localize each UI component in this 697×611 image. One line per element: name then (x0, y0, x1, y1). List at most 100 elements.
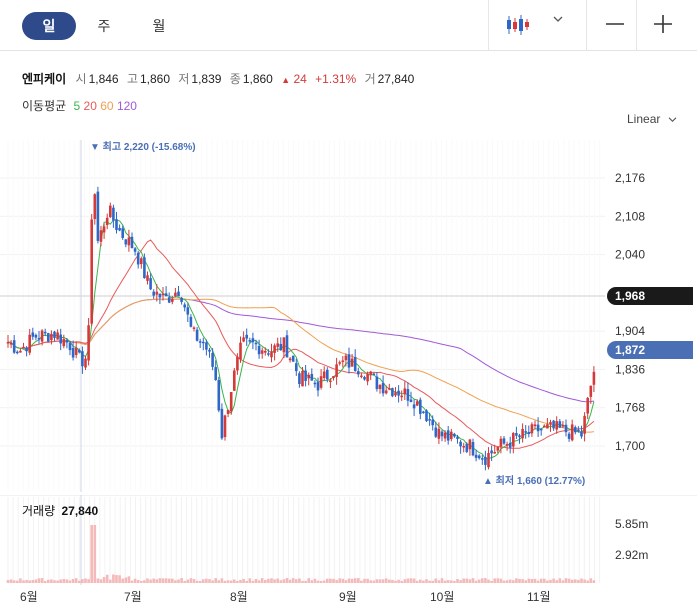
moving-average-label: 이동평균 (22, 99, 67, 113)
ma20-label[interactable]: 20 (83, 99, 97, 113)
candle-body (363, 377, 366, 380)
price-tick-label: 2,108 (615, 209, 645, 223)
volume-bar (388, 579, 391, 583)
candle-body (347, 354, 351, 368)
candle-body (490, 450, 493, 454)
price-tick-label: 1,904 (615, 324, 645, 338)
candle-body (146, 275, 149, 281)
volume-bar (409, 578, 413, 583)
volume-bar (81, 579, 84, 583)
candle-body (233, 370, 236, 391)
zoom-out-icon[interactable] (604, 10, 626, 38)
candle-body (12, 340, 16, 353)
tab-day[interactable]: 일 (22, 12, 76, 40)
volume-bar (65, 579, 69, 583)
candle-body (109, 205, 112, 218)
volume-bar (375, 579, 379, 583)
volume-bar (276, 578, 279, 583)
volume-bar (9, 579, 13, 583)
volume-bar (341, 578, 345, 583)
volume-bar (214, 578, 217, 583)
candle-body (65, 339, 69, 343)
ma60-line (7, 298, 594, 433)
candle-body (226, 410, 230, 414)
volume-bar (465, 578, 469, 583)
candle-body (174, 292, 177, 297)
ma5-label[interactable]: 5 (73, 99, 81, 113)
volume-bar (403, 579, 407, 583)
candle-body (192, 327, 196, 329)
volume-bar (34, 579, 38, 583)
candle-body (74, 347, 78, 355)
ma120-label[interactable]: 120 (116, 99, 137, 113)
volume-bar (530, 579, 534, 583)
candle-body (239, 342, 242, 360)
ma60-label[interactable]: 60 (100, 99, 114, 113)
volume-bar (496, 578, 500, 583)
candle-body (518, 435, 521, 438)
volume-bar (43, 580, 47, 583)
candle-body (59, 334, 62, 344)
candlestick-icon[interactable] (506, 14, 532, 36)
candle-body (487, 452, 490, 468)
candle-body (570, 424, 574, 441)
volume-bar (462, 578, 465, 583)
candle-body (71, 347, 75, 358)
candle-body (90, 219, 93, 324)
volume-bar (310, 580, 314, 583)
volume-bar (6, 579, 10, 583)
candle-body (254, 342, 258, 345)
divider (488, 0, 489, 50)
candle-body (388, 388, 391, 390)
candle-body (127, 237, 131, 246)
volume-bar (242, 578, 245, 583)
volume-bar (316, 580, 320, 583)
volume-bar (397, 579, 400, 583)
volume-bar (186, 579, 190, 583)
volume-bar (260, 578, 264, 583)
volume-bar (425, 579, 428, 583)
candle-body (462, 446, 465, 448)
candle-body (412, 404, 416, 409)
tab-week[interactable]: 주 (97, 18, 111, 34)
candle-body (471, 441, 475, 456)
volume-bar (450, 580, 453, 583)
candle-body (105, 217, 109, 226)
chevron-down-icon[interactable] (553, 14, 563, 26)
scale-mode-select[interactable]: Linear (627, 112, 677, 126)
candle-body (400, 395, 403, 398)
volume-bar (456, 578, 459, 583)
candle-body (360, 375, 363, 378)
candle-body (236, 356, 239, 371)
volume-bar (16, 580, 19, 583)
volume-bar (192, 579, 196, 583)
candle-body (167, 297, 171, 303)
volume-bar (347, 578, 351, 583)
price-chart[interactable]: ▼ 최고 2,220 (-15.68%) ▲ 최저 1,660 (12.77%)… (0, 130, 697, 492)
zoom-in-icon[interactable] (652, 10, 674, 38)
volume-bar (152, 578, 155, 583)
change-arrow: ▲ (281, 75, 291, 85)
volume-bar (22, 580, 25, 583)
volume-bar (264, 579, 267, 583)
candle-body (493, 452, 496, 454)
candle-body (589, 385, 593, 397)
volume-bar (533, 578, 537, 583)
candle-body (555, 421, 558, 430)
volume-title-label: 거래량 (22, 504, 56, 518)
candle-body (99, 230, 103, 242)
volume-bar (446, 580, 450, 583)
volume-bar (205, 578, 208, 583)
candle-body (375, 376, 379, 390)
volume-chart[interactable]: 5.85m 2.92m (0, 495, 697, 585)
candle-body (264, 350, 267, 353)
price-summary: 엔피케이 시 1,846 고 1,860 저 1,839 종 1,860 ▲ 24 +1… (22, 70, 419, 87)
candle-body (6, 342, 10, 344)
candle-body (437, 428, 441, 439)
candle-body (543, 425, 546, 428)
x-axis-label: 8월 (230, 590, 248, 604)
low-value: 1,839 (191, 72, 222, 86)
candle-body (217, 380, 221, 411)
volume-bar (319, 580, 323, 583)
tab-month[interactable]: 월 (152, 18, 166, 34)
